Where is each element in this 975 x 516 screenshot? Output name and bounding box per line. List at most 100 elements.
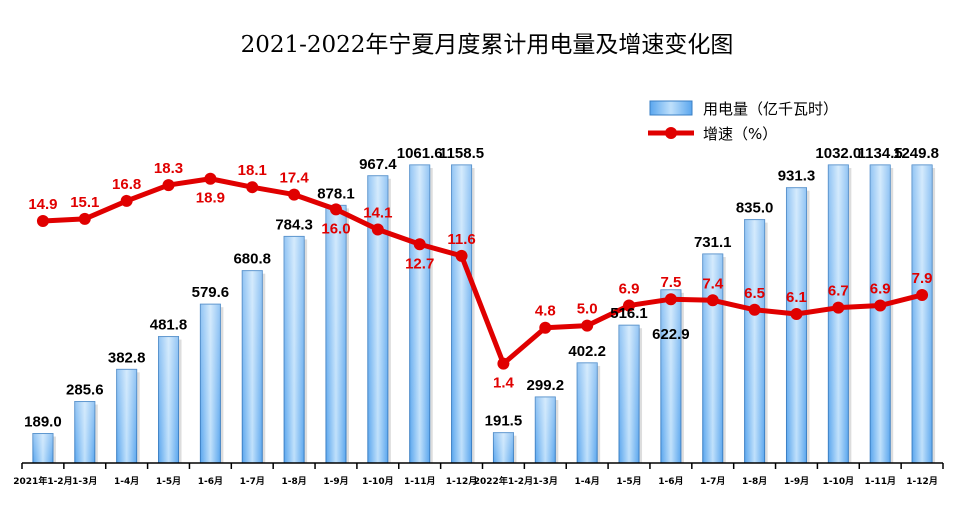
growth-point [539,321,552,334]
legend: 用电量（亿千瓦时） 增速（%） [648,100,838,143]
x-tick-label: 2022年1-2月 [474,475,533,487]
bar-value-label: 299.2 [527,377,565,394]
growth-value-label: 4.8 [535,303,556,320]
growth-point [623,299,636,312]
x-tick-label: 1-6月 [658,476,683,487]
x-tick-label: 1-12月 [906,476,938,487]
bar-highlight [158,336,179,463]
bar-highlight [32,433,53,463]
bar-highlight [702,254,723,463]
x-tick-label: 1-5月 [616,476,641,487]
bar-highlight [74,401,95,463]
growth-point [78,212,91,225]
growth-value-label: 15.1 [70,194,99,211]
growth-value-label: 14.1 [363,204,392,221]
growth-point [371,223,384,236]
growth-point [36,215,49,228]
x-tick-label: 1-4月 [575,476,600,487]
bar-highlight [409,165,430,463]
growth-line [42,176,923,367]
bar-highlight [116,369,137,463]
growth-point [664,293,677,306]
x-tick-label: 1-11月 [864,476,896,487]
bar-highlight [200,304,221,463]
x-tick-label: 1-8月 [281,476,306,487]
bar-highlight [325,205,346,464]
growth-value-label: 17.4 [280,170,310,187]
bar-highlight [535,397,556,463]
growth-value-label: 6.9 [619,281,640,298]
x-tick-label: 1-10月 [823,476,855,487]
bar-value-label: 189.0 [24,414,62,431]
x-tick-label: 1-3月 [72,476,97,487]
bar-value-label: 680.8 [233,251,271,268]
bar-value-label: 191.5 [485,413,523,430]
x-tick-label: 1-6月 [198,476,223,487]
growth-value-label: 6.7 [828,283,849,300]
legend-line-marker [665,127,677,139]
bar-value-label: 402.2 [568,343,606,360]
x-tick-label: 1-4月 [114,476,139,487]
legend-line-label: 增速（%） [703,125,777,143]
growth-point [162,179,175,192]
growth-value-label: 16.0 [321,220,350,237]
growth-point [832,301,845,314]
growth-value-label: 18.1 [238,162,267,179]
growth-value-label: 1.4 [493,375,515,392]
bar-value-label: 1061.6 [397,145,443,162]
bar-highlight [451,165,472,463]
bar-value-label: 622.9 [652,326,690,343]
bar-highlight [912,165,933,463]
bar-value-label: 931.3 [778,168,816,185]
bar-value-label: 285.6 [66,382,104,399]
growth-point [329,203,342,216]
growth-point [246,181,259,194]
growth-point [413,238,426,251]
bar-value-label: 382.8 [108,349,146,366]
growth-point [706,294,719,307]
x-tick-label: 1-9月 [784,476,809,487]
growth-value-label: 6.5 [744,285,765,302]
bar-value-label: 731.1 [694,234,732,251]
growth-value-label: 12.7 [405,255,434,272]
bar-value-label: 1158.5 [439,145,484,162]
bar-highlight [619,325,640,463]
x-tick-label: 1-3月 [533,476,558,487]
bar-highlight [870,165,891,463]
bar-value-label: 481.8 [150,317,188,334]
growth-value-label: 6.1 [786,289,807,306]
growth-value-label: 18.3 [154,160,183,177]
growth-value-label: 11.6 [447,231,475,248]
x-tick-label: 1-10月 [362,476,394,487]
bar-highlight [786,187,807,464]
growth-point [874,299,887,312]
bar-highlight [493,432,514,463]
x-tick-label: 2021年1-2月 [13,475,72,487]
bar-highlight [367,175,388,463]
growth-value-label: 14.9 [28,196,57,213]
x-tick-label: 1-8月 [742,476,767,487]
growth-value-label: 7.5 [660,274,681,291]
bar-highlight [744,219,765,463]
x-tick-label: 1-5月 [156,476,181,487]
growth-point [790,308,803,320]
growth-point [455,249,468,262]
growth-point [288,188,301,201]
growth-point [748,303,761,316]
chart-title: 2021-2022年宁夏月度累计用电量及增速变化图 [241,32,734,58]
growth-value-label: 18.9 [196,190,225,207]
bar-value-label: 784.3 [275,216,313,233]
growth-value-label: 6.9 [870,281,891,298]
growth-value-label: 7.9 [912,270,933,287]
bar-value-label: 579.6 [192,284,230,301]
growth-point [916,288,929,301]
x-tick-label: 1-11月 [404,476,436,487]
growth-value-label: 5.0 [577,301,598,318]
bar-value-label: 835.0 [736,200,774,217]
bar-highlight [284,236,305,463]
legend-bar-swatch [649,100,693,116]
x-tick-label: 1-7月 [240,476,265,487]
bar-highlight [660,289,681,463]
growth-point [497,357,510,370]
